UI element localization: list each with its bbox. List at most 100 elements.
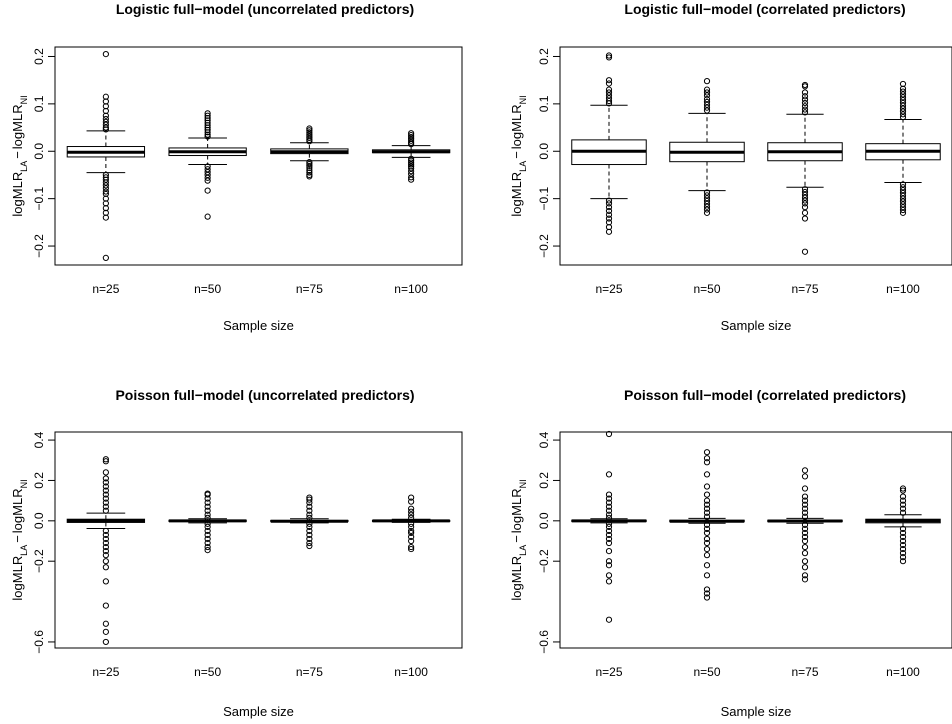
outlier-point: [408, 168, 415, 175]
outlier-point: [605, 491, 613, 498]
chart-title: Poisson full−model (uncorrelated predict…: [115, 387, 414, 403]
outlier-point: [204, 543, 211, 551]
outlier-point: [102, 458, 109, 465]
outlier-point: [102, 578, 109, 585]
outlier-point: [605, 511, 613, 518]
outlier-point: [102, 602, 109, 609]
outlier-point: [899, 537, 907, 545]
outlier-point: [605, 507, 613, 514]
outlier-point: [204, 177, 211, 184]
x-tick-label: n=25: [595, 665, 622, 679]
outlier-point: [102, 182, 109, 189]
x-tick-label: n=50: [194, 665, 221, 679]
outlier-point: [408, 520, 415, 527]
x-axis-label: Sample size: [223, 318, 294, 333]
outlier-point: [102, 558, 109, 565]
outlier-point: [204, 499, 211, 506]
x-tick-label: n=25: [92, 282, 119, 296]
outlier-point: [204, 514, 211, 521]
y-tick-label: −0.2: [537, 234, 551, 258]
outlier-point: [102, 638, 109, 646]
outlier-point: [408, 533, 415, 541]
outlier-point: [605, 97, 613, 105]
outlier-point: [801, 564, 809, 571]
outlier-point: [605, 523, 613, 530]
boxplot-n=100: [371, 130, 451, 183]
outlier-point: [408, 494, 415, 501]
boxplot-n=50: [669, 78, 745, 216]
outlier-point: [605, 562, 613, 569]
outlier-point: [102, 487, 109, 494]
outlier-point: [204, 503, 211, 510]
outlier-point: [605, 514, 613, 521]
outlier-point: [899, 111, 907, 118]
outlier-point: [102, 479, 109, 486]
y-tick-label: 0.4: [537, 431, 551, 448]
outlier-point: [801, 106, 809, 113]
outlier-point: [605, 430, 613, 438]
x-tick-label: n=50: [693, 665, 720, 679]
outlier-point: [801, 543, 809, 551]
outlier-point: [703, 552, 711, 559]
outlier-point: [408, 529, 415, 537]
outlier-point: [899, 497, 907, 504]
outlier-point: [204, 213, 211, 220]
outlier-point: [102, 51, 109, 58]
y-tick-label: 0.2: [537, 48, 551, 65]
y-tick-label: −0.6: [537, 630, 551, 654]
outlier-point: [102, 188, 109, 195]
plot-frame: [54, 431, 463, 649]
outlier-point: [408, 508, 415, 515]
y-tick-label: −0.6: [32, 630, 46, 654]
outlier-point: [899, 554, 907, 561]
x-tick-label: n=75: [296, 665, 323, 679]
outlier-point: [801, 505, 809, 512]
chart-title: Logistic full−model (correlated predicto…: [624, 1, 905, 17]
outlier-point: [306, 511, 313, 518]
outlier-point: [204, 495, 211, 502]
outlier-point: [703, 491, 711, 498]
outlier-point: [605, 503, 613, 510]
outlier-point: [703, 521, 711, 528]
outlier-point: [204, 539, 211, 547]
outlier-point: [801, 497, 809, 504]
outlier-point: [605, 211, 613, 218]
x-tick-label: n=25: [595, 282, 622, 296]
y-tick-label: −0.1: [32, 186, 46, 210]
x-tick-label: n=75: [296, 282, 323, 296]
outlier-point: [605, 54, 613, 61]
chart-title: Logistic full−model (uncorrelated predic…: [116, 1, 414, 17]
outlier-point: [605, 495, 613, 502]
y-tick-label: 0.0: [32, 143, 46, 160]
y-tick-label: −0.2: [32, 549, 46, 573]
y-axis-label: logMLRLA−logMLRNI: [509, 479, 528, 600]
outlier-point: [703, 471, 711, 478]
x-tick-label: n=50: [693, 282, 720, 296]
outlier-point: [801, 509, 809, 516]
outlier-point: [102, 491, 109, 498]
outlier-point: [306, 535, 313, 543]
boxplot-n=75: [270, 125, 349, 180]
outlier-point: [102, 543, 109, 551]
outlier-point: [703, 509, 711, 516]
outlier-point: [703, 529, 711, 537]
chart-panel-1: Logistic full−model (uncorrelated predic…: [10, 1, 463, 333]
boxplot-n=25: [66, 456, 146, 646]
outlier-point: [605, 228, 613, 235]
y-tick-label: 0.1: [537, 95, 551, 112]
outlier-point: [306, 134, 313, 142]
outlier-point: [801, 96, 809, 103]
x-tick-label: n=100: [394, 665, 428, 679]
outlier-point: [703, 104, 711, 111]
outlier-point: [306, 523, 313, 530]
outlier-point: [899, 529, 907, 537]
outlier-point: [801, 521, 809, 528]
outlier-point: [801, 550, 809, 557]
outlier-point: [408, 505, 415, 512]
outlier-point: [102, 124, 109, 131]
outlier-point: [408, 537, 415, 545]
outlier-point: [102, 254, 109, 261]
chart-panel-3: Poisson full−model (uncorrelated predict…: [10, 387, 463, 719]
outlier-point: [605, 578, 613, 585]
